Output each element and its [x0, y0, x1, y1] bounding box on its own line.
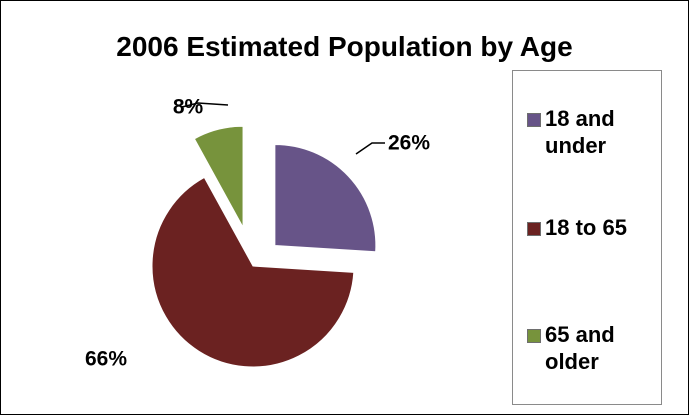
leader-line-65-and-older	[181, 102, 229, 108]
legend-swatch-18-to-65	[527, 222, 541, 236]
legend-swatch-65-and-older	[527, 329, 541, 343]
legend-swatch-18-and-under	[527, 113, 541, 127]
legend-label-18-and-under: 18 and under	[545, 106, 615, 158]
chart-title: 2006 Estimated Population by Age	[116, 31, 573, 62]
leader-line-18-and-under	[355, 142, 385, 155]
legend-label-18-to-65: 18 to 65	[545, 215, 627, 240]
data-label-18-to-65: 66%	[85, 348, 127, 371]
data-label-18-and-under: 26%	[388, 132, 430, 155]
legend: 18 and under 18 to 65 65 and older	[512, 70, 662, 405]
pie-slice-18-to-65	[151, 176, 355, 368]
data-label-65-and-older: 8%	[173, 96, 204, 119]
legend-label-65-and-older: 65 and older	[545, 322, 615, 374]
pie-slice-18-and-under	[274, 143, 377, 253]
pie-slice-65-and-older	[193, 125, 244, 228]
